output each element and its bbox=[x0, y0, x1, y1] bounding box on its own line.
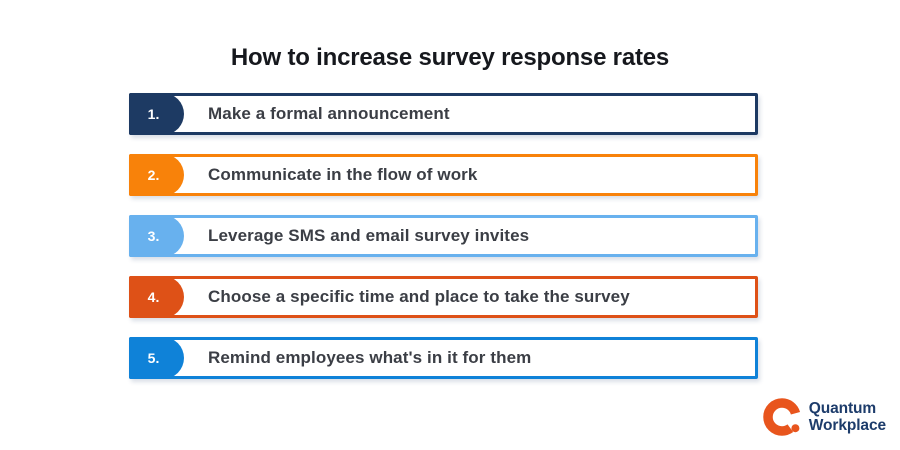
steps-list: 1. Make a formal announcement 2. Communi… bbox=[129, 93, 758, 379]
step-label: Choose a specific time and place to take… bbox=[208, 287, 630, 306]
list-item-1: 1. Make a formal announcement bbox=[129, 93, 758, 135]
step-number: 3. bbox=[147, 228, 160, 244]
step-number: 2. bbox=[147, 167, 160, 183]
step-number: 4. bbox=[147, 289, 160, 305]
logo-line2: Workplace bbox=[808, 417, 886, 434]
logo-line1: Quantum bbox=[808, 400, 877, 417]
step-number-badge: 1. bbox=[129, 93, 184, 135]
step-number-badge: 5. bbox=[129, 337, 184, 379]
step-number-badge: 2. bbox=[129, 154, 184, 196]
logo-wordmark: Quantum Workplace bbox=[809, 400, 886, 434]
list-item-2: 2. Communicate in the flow of work bbox=[129, 154, 758, 196]
step-number: 1. bbox=[147, 106, 160, 122]
list-item-3: 3. Leverage SMS and email survey invites bbox=[129, 215, 758, 257]
step-number: 5. bbox=[147, 350, 160, 366]
quantum-workplace-logo: Quantum Workplace bbox=[762, 397, 886, 437]
step-number-badge: 4. bbox=[129, 276, 184, 318]
step-label: Communicate in the flow of work bbox=[208, 165, 478, 184]
list-item-5: 5. Remind employees what's in it for the… bbox=[129, 337, 758, 379]
page-title: How to increase survey response rates bbox=[230, 44, 670, 71]
step-label: Remind employees what's in it for them bbox=[208, 348, 532, 367]
step-label: Leverage SMS and email survey invites bbox=[208, 226, 530, 245]
step-number-badge: 3. bbox=[129, 215, 184, 257]
quantum-q-icon bbox=[763, 398, 801, 436]
list-item-4: 4. Choose a specific time and place to t… bbox=[129, 276, 758, 318]
step-label: Make a formal announcement bbox=[208, 104, 450, 123]
